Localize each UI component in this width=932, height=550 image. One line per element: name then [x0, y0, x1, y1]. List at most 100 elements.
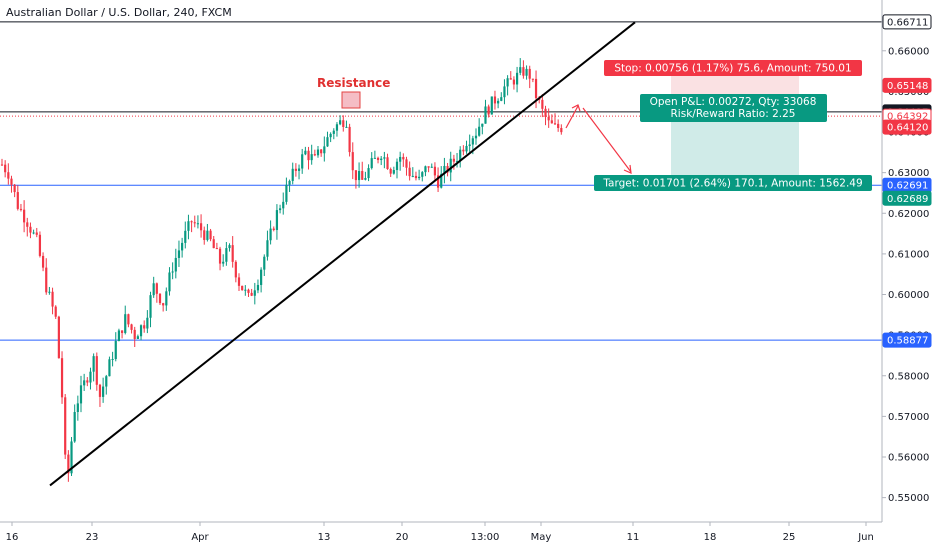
candle-body-91: [288, 180, 291, 185]
candle-body-142: [449, 158, 452, 173]
candle-body-47: [149, 295, 152, 318]
candle-body-0: [0, 164, 4, 166]
price-tag-box-0: [882, 14, 932, 30]
price-tag-0: 0.66711: [882, 14, 932, 30]
candle-body-79: [250, 292, 253, 296]
candle-body-144: [455, 161, 459, 163]
candle-body-31: [98, 384, 102, 397]
candle-body-94: [297, 168, 301, 171]
candle-body-105: [332, 130, 335, 134]
candle-body-74: [234, 261, 237, 278]
candle-body-155: [490, 96, 493, 115]
candle-body-147: [465, 145, 468, 152]
candle-body-148: [468, 144, 471, 146]
y-tick-label-0: 0.55000: [888, 493, 929, 504]
target-label-box: [594, 175, 872, 191]
candle-body-122: [386, 157, 389, 170]
candle-body-9: [29, 226, 32, 233]
candle-body-85: [269, 228, 272, 241]
candle-body-8: [26, 222, 29, 227]
candle-body-43: [136, 336, 139, 339]
candle-body-12: [38, 234, 42, 256]
price-tag-box-6: [882, 190, 932, 206]
candle-body-154: [487, 106, 490, 115]
candle-body-95: [301, 154, 304, 169]
candle-body-17: [54, 306, 57, 317]
candle-body-143: [452, 158, 455, 162]
candle-body-149: [471, 138, 474, 145]
candle-body-15: [48, 291, 51, 293]
candle-body-134: [424, 166, 427, 173]
candle-body-175: [553, 123, 557, 125]
candle-body-30: [95, 356, 98, 385]
candle-body-153: [484, 106, 487, 124]
candle-body-120: [380, 158, 383, 161]
candle-body-60: [190, 221, 193, 223]
candle-body-3: [10, 178, 13, 185]
candle-body-97: [307, 150, 310, 161]
candle-body-38: [120, 330, 124, 333]
x-tick-label-7: 11: [627, 532, 640, 543]
candle-body-21: [67, 454, 70, 474]
candle-body-2: [7, 172, 10, 179]
candle-body-61: [193, 222, 196, 224]
candle-body-49: [155, 283, 158, 294]
x-tick-label-9: 25: [783, 532, 796, 543]
candle-body-96: [304, 150, 307, 155]
resistance-label: Resistance: [317, 76, 390, 90]
candle-body-146: [462, 149, 465, 152]
candle-body-35: [111, 359, 114, 361]
y-tick-label-3: 0.58000: [888, 371, 929, 382]
candle-body-111: [351, 152, 354, 171]
y-tick-label-1: 0.56000: [888, 453, 929, 464]
candle-body-102: [323, 146, 326, 154]
candle-body-140: [443, 166, 446, 174]
candle-body-76: [241, 285, 244, 291]
price-tag-6: 0.62689: [882, 190, 932, 206]
candle-body-164: [519, 67, 522, 73]
candle-body-132: [418, 176, 421, 179]
price-tag-4: 0.64120: [882, 119, 932, 135]
candle-body-52: [165, 291, 168, 306]
candle-body-6: [19, 208, 23, 210]
candle-body-113: [357, 171, 361, 181]
candle-body-23: [73, 412, 76, 442]
candle-body-48: [152, 283, 155, 296]
candle-body-126: [399, 156, 402, 162]
candle-body-25: [79, 385, 83, 404]
candle-body-40: [127, 314, 130, 325]
price-axis: 0.550000.560000.570000.580000.590000.600…: [881, 0, 932, 522]
candle-body-145: [459, 149, 462, 162]
x-tick-label-2: Apr: [191, 532, 209, 543]
y-tick-label-8: 0.63000: [888, 168, 929, 179]
price-tag-label-7: 0.58877: [887, 336, 928, 347]
candle-body-177: [560, 127, 563, 133]
candle-body-5: [16, 192, 19, 209]
candle-body-32: [102, 386, 105, 397]
candle-body-22: [70, 441, 73, 474]
candle-body-141: [446, 166, 449, 173]
candle-body-13: [41, 255, 45, 268]
candle-body-166: [525, 68, 528, 76]
price-tag-label-6: 0.62689: [887, 194, 928, 205]
x-tick-label-0: 16: [6, 532, 19, 543]
candle-body-81: [256, 284, 260, 291]
candle-body-70: [222, 261, 225, 264]
candle-body-73: [231, 245, 234, 262]
candle-body-1: [4, 164, 7, 173]
price-tag-label-3: 0.64392: [887, 112, 928, 123]
candle-body-67: [212, 239, 215, 249]
candle-body-4: [13, 184, 16, 193]
x-tick-label-8: 18: [704, 532, 717, 543]
candle-body-33: [105, 376, 108, 387]
candle-body-66: [209, 230, 212, 240]
candle-body-100: [316, 149, 320, 156]
candle-body-68: [215, 248, 218, 250]
projection-down-arrowhead: [623, 164, 632, 174]
candle-body-72: [228, 245, 231, 249]
candle-body-117: [370, 158, 373, 169]
candle-body-34: [108, 359, 111, 377]
candle-body-29: [92, 356, 95, 372]
candle-body-152: [481, 123, 484, 127]
